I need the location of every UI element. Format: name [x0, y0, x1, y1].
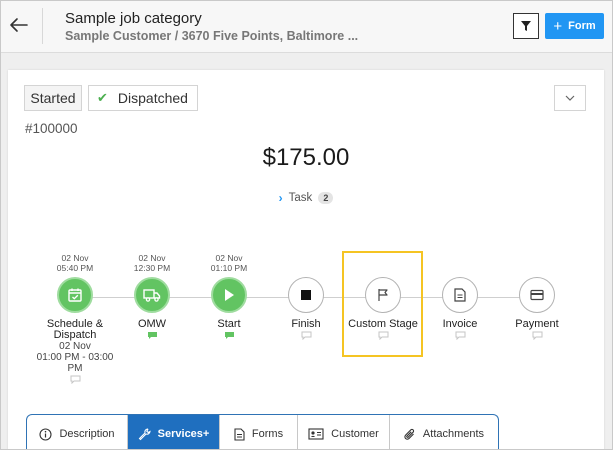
job-tabs: Description Services+ Forms: [26, 414, 499, 449]
stage-circle[interactable]: [288, 277, 324, 313]
header-divider: [42, 8, 43, 44]
paperclip-icon: [404, 428, 415, 440]
tab-description[interactable]: Description: [27, 415, 128, 449]
chevron-down-icon: [565, 95, 575, 101]
document-icon: [454, 288, 466, 302]
tab-customer[interactable]: Customer: [298, 415, 390, 449]
stage-label: Finish: [291, 318, 321, 330]
stage-circle[interactable]: [211, 277, 247, 313]
comment-icon[interactable]: [378, 331, 389, 340]
stage-circle[interactable]: [442, 277, 478, 313]
tab-label: Description: [59, 428, 115, 440]
contact-card-icon: [308, 428, 324, 440]
tab-label: Services+: [157, 428, 210, 440]
task-label: Task: [288, 192, 313, 204]
status-dropdown[interactable]: [554, 85, 586, 111]
stop-icon: [301, 290, 311, 300]
play-icon: [225, 289, 234, 301]
header: Sample job category Sample Customer / 36…: [1, 1, 612, 53]
comment-icon[interactable]: [455, 331, 466, 340]
document-icon: [234, 427, 245, 441]
plus-icon: +: [553, 17, 563, 35]
job-title: Sample job category: [65, 10, 202, 27]
tab-services[interactable]: Services+: [128, 415, 220, 449]
flag-icon: [378, 289, 388, 301]
back-button[interactable]: [7, 13, 29, 37]
stage-start[interactable]: 02 Nov 01:10 PM Start: [184, 253, 274, 340]
tab-label: Customer: [331, 428, 379, 440]
check-icon: ✔: [97, 90, 108, 105]
info-circle-icon: [39, 427, 53, 441]
stage-label: Custom Stage: [348, 318, 418, 330]
stage-finish[interactable]: Finish: [261, 253, 351, 340]
task-count-badge: 2: [318, 192, 334, 204]
arrow-left-icon: [10, 18, 28, 32]
filter-icon: [521, 21, 531, 31]
comment-icon[interactable]: [70, 375, 81, 384]
filter-button[interactable]: [513, 13, 539, 39]
stage-circle[interactable]: [519, 277, 555, 313]
stage-label: Start: [217, 318, 241, 330]
status-dispatched[interactable]: ✔ Dispatched: [88, 85, 198, 111]
stage-timestamp: 02 Nov 05:40 PM: [56, 253, 94, 273]
job-amount: $175.00: [262, 144, 350, 171]
stage-schedule-window: 02 Nov 01:00 PM - 03:00 PM: [36, 341, 114, 374]
comment-icon[interactable]: [532, 331, 543, 340]
stage-payment[interactable]: Payment: [492, 253, 582, 340]
job-subtitle[interactable]: Sample Customer / 3670 Five Points, Balt…: [65, 29, 359, 43]
status-started[interactable]: Started: [24, 85, 82, 111]
stage-omw[interactable]: 02 Nov 12:30 PM OMW: [107, 253, 197, 340]
tab-label: Forms: [251, 428, 284, 440]
stage-timestamp: 02 Nov 01:10 PM: [210, 253, 248, 273]
stage-circle[interactable]: [57, 277, 93, 313]
wrench-icon: [138, 427, 151, 440]
stage-label: OMW: [137, 318, 167, 330]
job-id: #100000: [25, 121, 78, 136]
tab-attachments[interactable]: Attachments: [390, 415, 498, 449]
stage-circle[interactable]: [365, 277, 401, 313]
status-dispatched-label: Dispatched: [117, 90, 188, 106]
comment-icon[interactable]: [301, 331, 312, 340]
comment-icon[interactable]: [147, 331, 158, 340]
credit-card-icon: [530, 289, 544, 301]
form-button-label: Form: [568, 20, 596, 32]
stage-label: Schedule & Dispatch: [46, 318, 104, 341]
stage-invoice[interactable]: Invoice: [415, 253, 505, 340]
calendar-check-icon: [68, 288, 82, 302]
comment-icon[interactable]: [224, 331, 235, 340]
stage-custom-stage[interactable]: Custom Stage: [338, 253, 428, 340]
tab-label: Attachments: [422, 428, 485, 440]
stage-label: Payment: [515, 318, 559, 330]
task-toggle[interactable]: › Task 2: [8, 191, 604, 205]
stage-circle[interactable]: [134, 277, 170, 313]
truck-icon: [143, 289, 161, 302]
stage-timestamp: 02 Nov 12:30 PM: [133, 253, 171, 273]
job-card: Started ✔ Dispatched #100000 $175.00 › T…: [8, 70, 604, 449]
stage-label: Invoice: [442, 318, 478, 330]
tab-forms[interactable]: Forms: [220, 415, 298, 449]
custom-stage-highlight: [342, 251, 423, 357]
stage-schedule-dispatch[interactable]: 02 Nov 05:40 PM Schedule & Dispatch 02 Nov…: [30, 253, 120, 384]
add-form-button[interactable]: + Form: [545, 13, 604, 39]
chevron-right-icon: ›: [278, 191, 283, 205]
